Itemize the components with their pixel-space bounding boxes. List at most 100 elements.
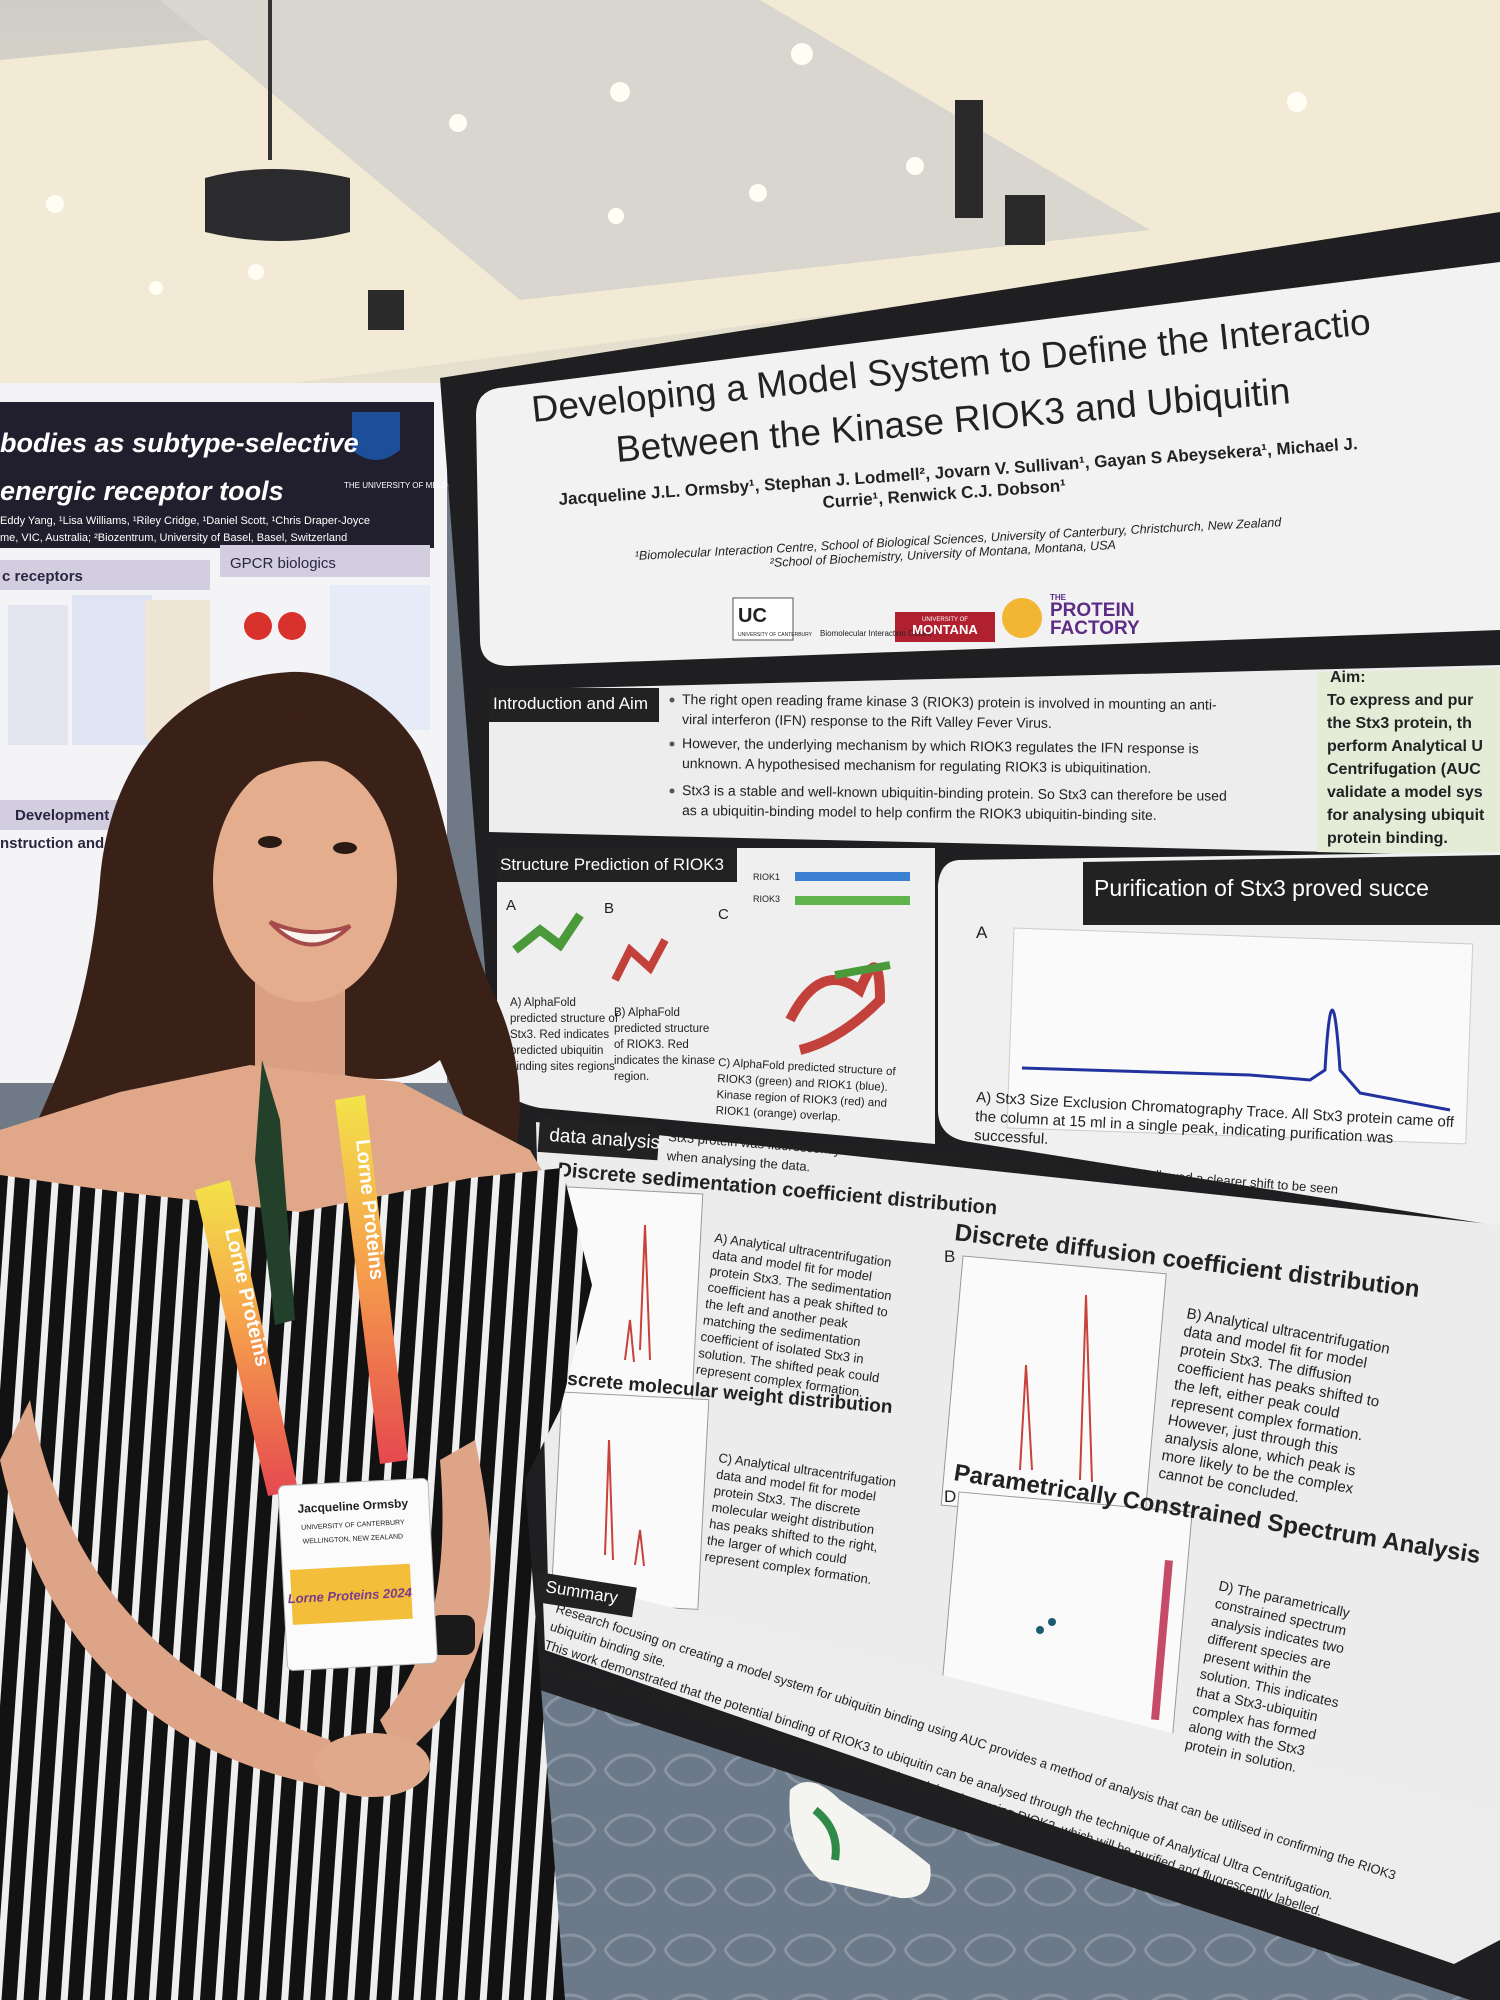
intro-text: as a ubiquitin-binding model to help con…	[682, 802, 1157, 823]
bar-label: RIOK1	[753, 872, 780, 882]
watch	[430, 1615, 475, 1655]
aim-text: for analysing ubiquit	[1327, 807, 1485, 824]
aim-text-block: To express and pur the Stx3 protein, th pe…	[1327, 692, 1485, 847]
fringe	[215, 718, 395, 800]
title-box	[476, 262, 1500, 666]
domain-bar	[795, 872, 910, 881]
logo-text: UNIVERSITY OF	[922, 617, 968, 623]
logo-text: UNIVERSITY OF CANTERBURY	[738, 632, 813, 638]
intro-tag	[489, 688, 659, 722]
aim-text: validate a model sys	[1327, 784, 1483, 801]
aim-text: Centrifugation (AUC	[1327, 761, 1481, 778]
left-affiliation: me, VIC, Australia; ²Biozentrum, Univers…	[0, 532, 347, 544]
intro-text: Stx3 is a stable and well-known ubiquiti…	[682, 782, 1227, 804]
aim-heading: Aim:	[1330, 669, 1366, 686]
sneaker	[789, 1782, 931, 1899]
intro-box	[489, 665, 1500, 856]
panel-letter: D	[944, 1487, 956, 1506]
protein-structure	[512, 912, 584, 954]
stage-light	[368, 290, 404, 330]
domain-bar	[795, 896, 910, 905]
section-heading: Purification of Stx3 proved succe	[1094, 875, 1429, 901]
light	[449, 114, 467, 132]
spectrum-point	[1048, 1618, 1056, 1626]
structure-caption: of RIOK3. Red	[614, 1039, 689, 1051]
spectrum-point	[1036, 1626, 1044, 1634]
auc-peaks	[604, 1439, 645, 1567]
aim-text: the Stx3 protein, th	[1327, 715, 1472, 732]
logo-text: MONTANA	[912, 622, 978, 637]
montana-logo	[895, 612, 995, 642]
uc-logo	[732, 597, 794, 641]
badge-event: Lorne Proteins 2024	[287, 1585, 413, 1607]
figure	[72, 595, 152, 745]
bullets	[669, 697, 675, 794]
left-logo: THE UNIVERSITY OF MELBOURNE	[344, 481, 476, 490]
left-authors: Eddy Yang, ¹Lisa Williams, ¹Riley Cridge…	[0, 515, 370, 527]
aim-box	[1317, 668, 1500, 856]
bar-label: RIOK3	[753, 894, 780, 904]
logo-text: FACTORY	[1050, 618, 1140, 639]
aim-text: To express and pur	[1327, 692, 1473, 709]
structure-caption: predicted ubiquitin	[510, 1045, 603, 1057]
logo-text: THE	[1050, 593, 1067, 602]
summary-box	[542, 1575, 1500, 1964]
melbourne-crest	[352, 412, 400, 460]
intro-text: The right open reading frame kinase 3 (R…	[682, 691, 1217, 713]
light	[46, 195, 64, 213]
protein-structure	[834, 961, 891, 979]
arm	[380, 1440, 491, 1760]
light	[791, 43, 813, 65]
shoe	[789, 1782, 931, 1899]
stage-light	[1005, 195, 1045, 245]
structure-caption: indicates the kinase	[614, 1055, 715, 1067]
left-title: bodies as subtype-selective	[0, 428, 359, 458]
badge-name: Jacqueline Ormsby	[297, 1496, 409, 1516]
intro-text: viral interferon (IFN) response to the R…	[682, 711, 1052, 731]
hands	[314, 1733, 430, 1797]
pendant	[255, 1060, 295, 1325]
left-title-block: bodies as subtype-selective energic recep…	[0, 428, 359, 506]
antibody-icon	[244, 612, 272, 640]
bullet	[669, 741, 675, 747]
structure-caption: B) AlphaFold	[614, 1007, 680, 1019]
lanyard-strap	[195, 1180, 298, 1496]
light	[610, 82, 630, 102]
aim-text: protein binding.	[1327, 830, 1448, 847]
panel-letter: B	[604, 900, 614, 917]
light	[149, 281, 163, 295]
bullet	[669, 788, 675, 794]
figure	[8, 605, 68, 745]
structure-caption: predicted structure of	[510, 1013, 619, 1025]
structure-caption: A) AlphaFold	[510, 997, 576, 1009]
structure-tag	[497, 848, 737, 882]
purification-tag	[1083, 855, 1500, 925]
light	[248, 264, 264, 280]
projector-body	[205, 169, 350, 241]
logo-text: UC	[738, 605, 767, 627]
structure-caption-block: A) AlphaFold predicted structure of Stx3. …	[510, 997, 619, 1073]
structure-box	[497, 848, 935, 1144]
panel-letter: C	[718, 906, 729, 923]
face	[213, 758, 397, 1002]
intro-text: unknown. A hypothesised mechanism for re…	[682, 755, 1151, 776]
badge-event-panel	[290, 1563, 413, 1625]
light	[1287, 92, 1307, 112]
arm	[0, 1400, 345, 1790]
bullet	[669, 697, 675, 703]
chromatogram-trace	[1021, 1008, 1451, 1112]
structure-caption-block: B) AlphaFold predicted structure of RIOK3.…	[614, 1007, 715, 1083]
left-section: GPCR biologics	[230, 555, 336, 572]
structure-caption: binding sites regions	[510, 1061, 615, 1073]
left-title: energic receptor tools	[0, 476, 284, 506]
protein-structure	[611, 938, 669, 982]
factory-logo	[1002, 598, 1042, 638]
purification-caption: successful.	[974, 1127, 1049, 1148]
light	[906, 157, 924, 175]
main-poster: Developing a Model System to Define the …	[440, 212, 1500, 2000]
